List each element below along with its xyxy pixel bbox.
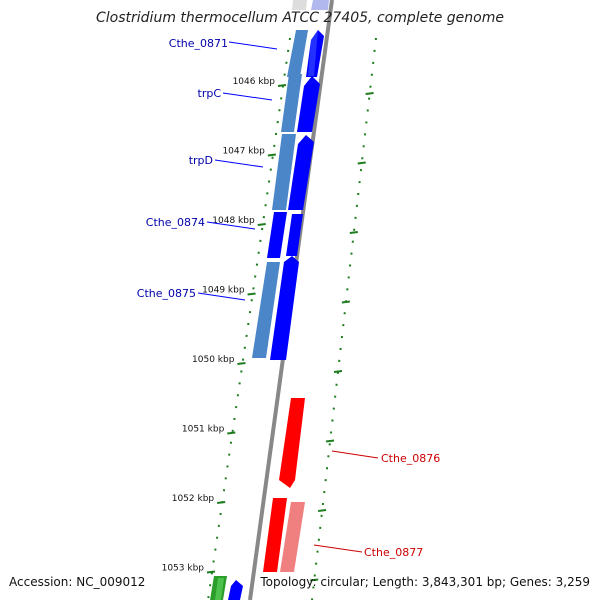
ruler-tick	[277, 84, 287, 87]
gene-label-leaders	[197, 41, 379, 553]
ruler-tick	[257, 223, 266, 226]
gene-cthe-0875[interactable]	[252, 256, 299, 360]
ruler-tick	[247, 292, 256, 296]
ruler-tick-label: 1053 kbp	[162, 564, 205, 574]
ruler-tick-label: 1052 kbp	[172, 494, 215, 504]
genome-summary-text: Topology: circular; Length: 3,843,301 bp…	[260, 575, 590, 589]
gene-label[interactable]: trpD	[189, 154, 213, 167]
map-title: Clostridium thermocellum ATCC 27405, com…	[96, 10, 504, 26]
gene-label[interactable]: Cthe_0877	[364, 546, 423, 559]
gene-trpd[interactable]	[272, 134, 314, 210]
accession-text: Accession: NC_009012	[9, 575, 146, 589]
gene-cthe-0876[interactable]	[279, 398, 305, 488]
ruler-tick	[267, 153, 276, 157]
ruler-tick-label: 1051 kbp	[182, 425, 225, 435]
gene-label[interactable]: Cthe_0876	[381, 452, 440, 465]
gene-label[interactable]: trpC	[198, 87, 222, 100]
outer-ruler-tick	[365, 92, 374, 95]
gene-cthe-0874[interactable]	[267, 212, 303, 258]
gene-fragment-top-2	[292, 0, 307, 10]
gene-fragment-top	[311, 0, 329, 10]
ruler-tick-label: 1048 kbp	[212, 216, 255, 226]
outer-ruler-tick	[349, 231, 358, 234]
gene-bottom-blue[interactable]	[228, 580, 243, 600]
gene-label[interactable]: Cthe_0874	[146, 216, 205, 229]
ruler-ticks: 1046 kbp 1047 kbp 1048 kbp 1049 kbp 1050 kbp…	[162, 77, 374, 582]
ruler-tick	[227, 431, 236, 435]
ruler-tick-label: 1047 kbp	[222, 147, 265, 157]
ruler-tick-label: 1049 kbp	[202, 286, 245, 296]
ruler-tick	[237, 362, 246, 365]
ruler-tick-label: 1046 kbp	[233, 77, 276, 87]
ruler-tick-label: 1050 kbp	[192, 355, 235, 365]
gene-label[interactable]: Cthe_0875	[137, 287, 196, 300]
gene-trpc[interactable]	[281, 74, 320, 132]
outer-dotted-ring	[311, 37, 377, 600]
outer-ruler-tick	[357, 161, 366, 165]
outer-ruler-tick	[325, 439, 335, 443]
ruler-tick	[217, 501, 226, 504]
gene-cthe-0877[interactable]	[263, 498, 305, 572]
outer-ruler-tick	[341, 300, 351, 304]
outer-ruler-tick	[333, 370, 343, 373]
outer-ruler-tick	[310, 578, 319, 582]
gene-cthe-0871[interactable]	[287, 30, 324, 77]
gene-bottom-green[interactable]	[210, 576, 227, 600]
gene-label[interactable]: Cthe_0871	[169, 37, 228, 50]
ruler-tick	[206, 570, 216, 574]
gene-labels: Cthe_0871 trpC trpD Cthe_0874 Cthe_0875 …	[137, 37, 440, 559]
outer-ruler-tick	[318, 509, 327, 512]
